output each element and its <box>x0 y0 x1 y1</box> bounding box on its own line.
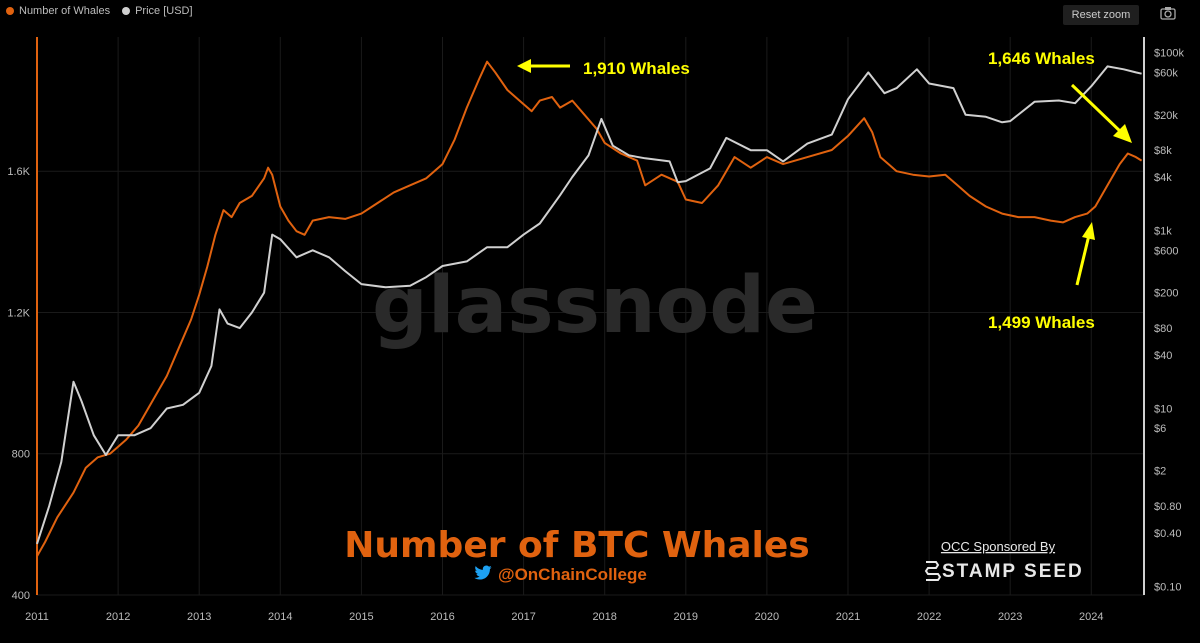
y-left-tick-label: 1.6K <box>7 166 30 178</box>
x-tick-label: 2017 <box>511 611 535 623</box>
watermark-text: glassnode <box>372 261 818 351</box>
sponsor-line2: STAMP SEED <box>942 561 1084 582</box>
series-group <box>36 60 1143 557</box>
chart-title: Number of BTC Whales <box>344 525 809 566</box>
y-right-tick-label: $20k <box>1154 110 1178 122</box>
y-right-tick-label: $100k <box>1154 48 1184 60</box>
y-right-tick-label: $60k <box>1154 67 1178 79</box>
legend-dot-price <box>122 7 131 15</box>
annotation-1910: 1,910 Whales <box>517 59 690 78</box>
y-right-tick-label: $6 <box>1154 423 1166 435</box>
y-right-tick-label: $40 <box>1154 350 1172 362</box>
arrowhead-1499 <box>1082 222 1095 240</box>
stamp-seed-logo-icon <box>924 561 942 581</box>
annotation-label-1646: 1,646 Whales <box>988 49 1095 68</box>
arrowhead-1910 <box>517 59 531 73</box>
x-tick-label: 2014 <box>268 611 292 623</box>
series-line-price <box>36 65 1142 545</box>
y-left-tick-label: 400 <box>12 590 30 602</box>
twitter-handle: @OnChainCollege <box>498 565 647 584</box>
y-axis-left: 400 800 1.2K 1.6K <box>7 166 30 602</box>
camera-icon[interactable] <box>1160 6 1176 20</box>
y-axis-right: $0.10 $0.40 $0.80 $2 $6 $10 $40 $80 $200 $600 $1k $… <box>1154 48 1184 594</box>
y-right-tick-label: $1k <box>1154 226 1172 238</box>
x-tick-label: 2018 <box>592 611 616 623</box>
arrow-1646 <box>1070 83 1124 135</box>
y-right-tick-label: $4k <box>1154 172 1172 184</box>
x-tick-label: 2021 <box>836 611 860 623</box>
y-right-tick-label: $0.80 <box>1154 501 1182 513</box>
y-right-tick-label: $80 <box>1154 323 1172 335</box>
x-tick-label: 2023 <box>998 611 1022 623</box>
arrowhead-1646 <box>1113 124 1132 143</box>
legend-item-whales[interactable]: Number of Whales <box>6 5 110 17</box>
x-tick-label: 2012 <box>106 611 130 623</box>
series-line-whales <box>36 60 1143 557</box>
x-tick-label: 2011 <box>25 611 49 623</box>
x-tick-label: 2013 <box>187 611 211 623</box>
y-right-tick-label: $10 <box>1154 403 1172 415</box>
annotation-label-1499: 1,499 Whales <box>988 313 1095 332</box>
annotation-1499: 1,499 Whales <box>988 222 1095 332</box>
legend-dot-whales <box>6 7 14 15</box>
x-tick-label: 2016 <box>430 611 454 623</box>
x-tick-label: 2020 <box>755 611 779 623</box>
y-right-tick-label: $2 <box>1154 466 1166 478</box>
annotation-label-1910: 1,910 Whales <box>583 59 690 78</box>
sponsor-line1: OCC Sponsored By <box>941 539 1056 554</box>
legend-label-price: Price [USD] <box>135 5 193 17</box>
annotation-1646: 1,646 Whales <box>988 49 1132 143</box>
legend: Number of Whales Price [USD] <box>6 5 193 17</box>
x-tick-label: 2019 <box>674 611 698 623</box>
y-right-tick-label: $600 <box>1154 245 1178 257</box>
y-right-tick-label: $8k <box>1154 145 1172 157</box>
y-right-tick-label: $200 <box>1154 288 1178 300</box>
reset-zoom-button[interactable]: Reset zoom <box>1063 5 1139 25</box>
x-tick-label: 2022 <box>917 611 941 623</box>
x-tick-label: 2015 <box>349 611 373 623</box>
legend-item-price[interactable]: Price [USD] <box>122 5 193 17</box>
y-left-tick-label: 1.2K <box>7 307 30 319</box>
x-axis: 2011 2012 2013 2014 2015 2016 2017 2018 2019 2020… <box>25 611 1103 623</box>
y-right-tick-label: $0.10 <box>1154 581 1182 593</box>
y-left-tick-label: 800 <box>12 449 30 461</box>
twitter-bird-icon <box>474 565 492 580</box>
x-tick-label: 2024 <box>1079 611 1103 623</box>
y-right-tick-label: $0.40 <box>1154 528 1182 540</box>
arrow-1499 <box>1075 234 1091 286</box>
legend-label-whales: Number of Whales <box>19 5 111 17</box>
